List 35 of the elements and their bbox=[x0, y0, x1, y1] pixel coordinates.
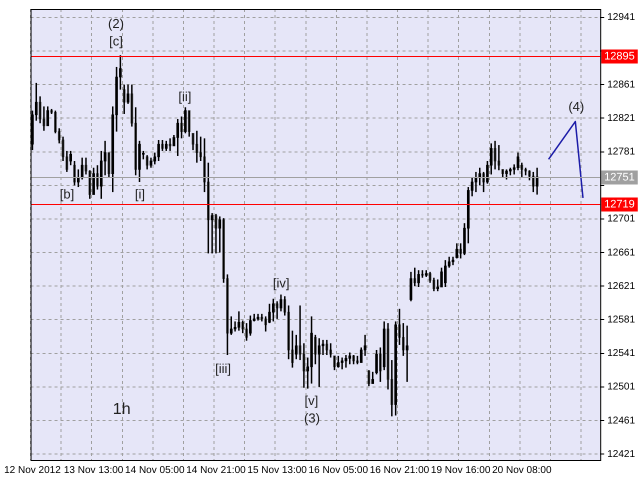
y-tick-label: 12581 bbox=[607, 314, 636, 326]
annotation: [i] bbox=[134, 186, 145, 202]
x-tick-label: 13 Nov 13:00 bbox=[64, 464, 124, 476]
annotation: [ii] bbox=[178, 88, 192, 104]
x-tick-label: 19 Nov 16:00 bbox=[430, 464, 491, 476]
y-tick-label: 12781 bbox=[607, 146, 636, 158]
annotation: [v] bbox=[304, 392, 318, 408]
y-tick-label: 12701 bbox=[607, 214, 636, 225]
y-tick-label: 12501 bbox=[607, 382, 636, 393]
y-tick-label: 12661 bbox=[607, 247, 636, 258]
annotation: (4) bbox=[568, 98, 584, 114]
x-tick-label: 14 Nov 21:00 bbox=[186, 464, 246, 476]
x-tick-label: 14 Nov 05:00 bbox=[125, 464, 185, 476]
ref-line-label: 12895 bbox=[604, 50, 635, 63]
x-tick-label: 20 Nov 08:00 bbox=[492, 464, 552, 476]
x-tick-label: 15 Nov 13:00 bbox=[247, 464, 308, 476]
annotation: [iii] bbox=[215, 360, 232, 376]
annotation: 1h bbox=[112, 400, 131, 418]
annotation: (3) bbox=[304, 410, 320, 426]
y-tick-label: 12861 bbox=[607, 79, 636, 90]
y-tick-label: 12941 bbox=[607, 12, 636, 24]
y-tick-label: 12541 bbox=[607, 348, 636, 360]
ref-line-label: 12751 bbox=[604, 172, 635, 184]
x-tick-label: 16 Nov 05:00 bbox=[308, 464, 368, 476]
x-tick-label: 12 Nov 2012 bbox=[4, 464, 62, 476]
annotation: [b] bbox=[60, 186, 74, 202]
annotation: (2) bbox=[108, 16, 124, 31]
ref-line-label: 12719 bbox=[604, 198, 635, 211]
x-tick-label: 16 Nov 21:00 bbox=[370, 464, 430, 476]
annotation: [iv] bbox=[272, 276, 290, 291]
y-tick-label: 12621 bbox=[607, 280, 636, 292]
y-tick-label: 12421 bbox=[607, 448, 636, 460]
y-tick-label: 12821 bbox=[607, 112, 636, 124]
y-tick-label: 12461 bbox=[607, 415, 636, 426]
annotation: [c] bbox=[109, 34, 123, 48]
